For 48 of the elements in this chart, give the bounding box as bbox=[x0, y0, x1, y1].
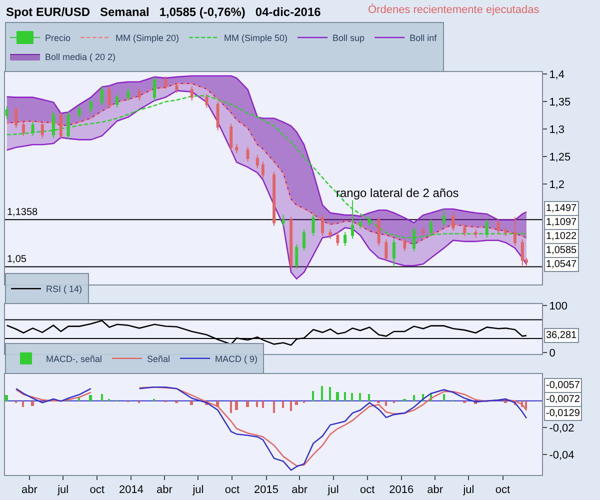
text: Órdenes recientemente ejecutadas bbox=[368, 3, 540, 16]
x-tick-label: abr bbox=[427, 484, 444, 496]
legend-label: MM (Simple 20) bbox=[116, 33, 180, 44]
x-tick-label: 2014 bbox=[118, 484, 144, 496]
x-tick-label: jul bbox=[192, 484, 204, 496]
annotation: 1,1022 bbox=[546, 231, 578, 242]
x-tick-label: abr bbox=[292, 484, 308, 496]
annotation: 1,1097 bbox=[546, 217, 578, 228]
annotation: rango lateral de 2 años bbox=[336, 186, 459, 200]
x-tick-label: 2016 bbox=[389, 484, 414, 496]
ref-line-label: 1,05 bbox=[7, 254, 27, 265]
annotation: -0,0129 bbox=[546, 408, 580, 419]
y-tick-label: 0 bbox=[549, 348, 556, 360]
annotation: -0,0057 bbox=[546, 380, 580, 391]
x-tick-label: oct bbox=[495, 484, 510, 496]
x-tick-label: abr bbox=[156, 484, 173, 496]
x-tick-label: 2015 bbox=[254, 484, 279, 496]
legend-label: Boll sup bbox=[332, 33, 365, 44]
annotation: 1,0547 bbox=[546, 259, 578, 270]
x-tick-label: jul bbox=[326, 484, 339, 496]
ref-line-label: 1,1358 bbox=[7, 207, 38, 218]
legend-label: MM (Simple 50) bbox=[224, 33, 288, 44]
legend-label: RSI ( 14) bbox=[46, 284, 82, 294]
y-tick-label: -0,04 bbox=[549, 449, 574, 462]
x-tick-label: jul bbox=[462, 484, 474, 496]
legend-label: Boll inf bbox=[410, 33, 438, 44]
legend-label: Precio bbox=[45, 33, 71, 44]
x-tick-label: oct bbox=[90, 484, 104, 496]
x-tick-label: jul bbox=[56, 484, 69, 496]
annotation: 36,281 bbox=[546, 330, 578, 341]
annotation: 1,0585 bbox=[546, 245, 578, 256]
chart-title: Spot EUR/USD Semanal 1,0585 (-0,76%) 04-dic-2016 bbox=[6, 4, 322, 19]
legend-label: MACD-, señal bbox=[46, 354, 102, 364]
legend-label: Señal bbox=[147, 354, 170, 364]
annotation: -0,0072 bbox=[546, 394, 580, 405]
y-tick-label: 1,25 bbox=[549, 152, 571, 164]
x-tick-label: abr bbox=[21, 484, 38, 496]
x-tick-label: oct bbox=[360, 484, 375, 496]
legend-label: MACD ( 9) bbox=[215, 354, 258, 364]
y-tick-label: 1,4 bbox=[549, 69, 564, 82]
annotation: 1,1497 bbox=[546, 203, 578, 214]
x-tick-label: oct bbox=[224, 484, 240, 496]
y-tick-label: 100 bbox=[549, 300, 568, 312]
y-tick-label: 1,2 bbox=[549, 179, 564, 192]
y-tick-label: 1,35 bbox=[549, 96, 571, 109]
y-tick-label: -0,02 bbox=[549, 422, 574, 435]
legend-label: Boll media ( 20 2) bbox=[45, 52, 116, 62]
y-tick-label: 1,3 bbox=[549, 124, 564, 136]
